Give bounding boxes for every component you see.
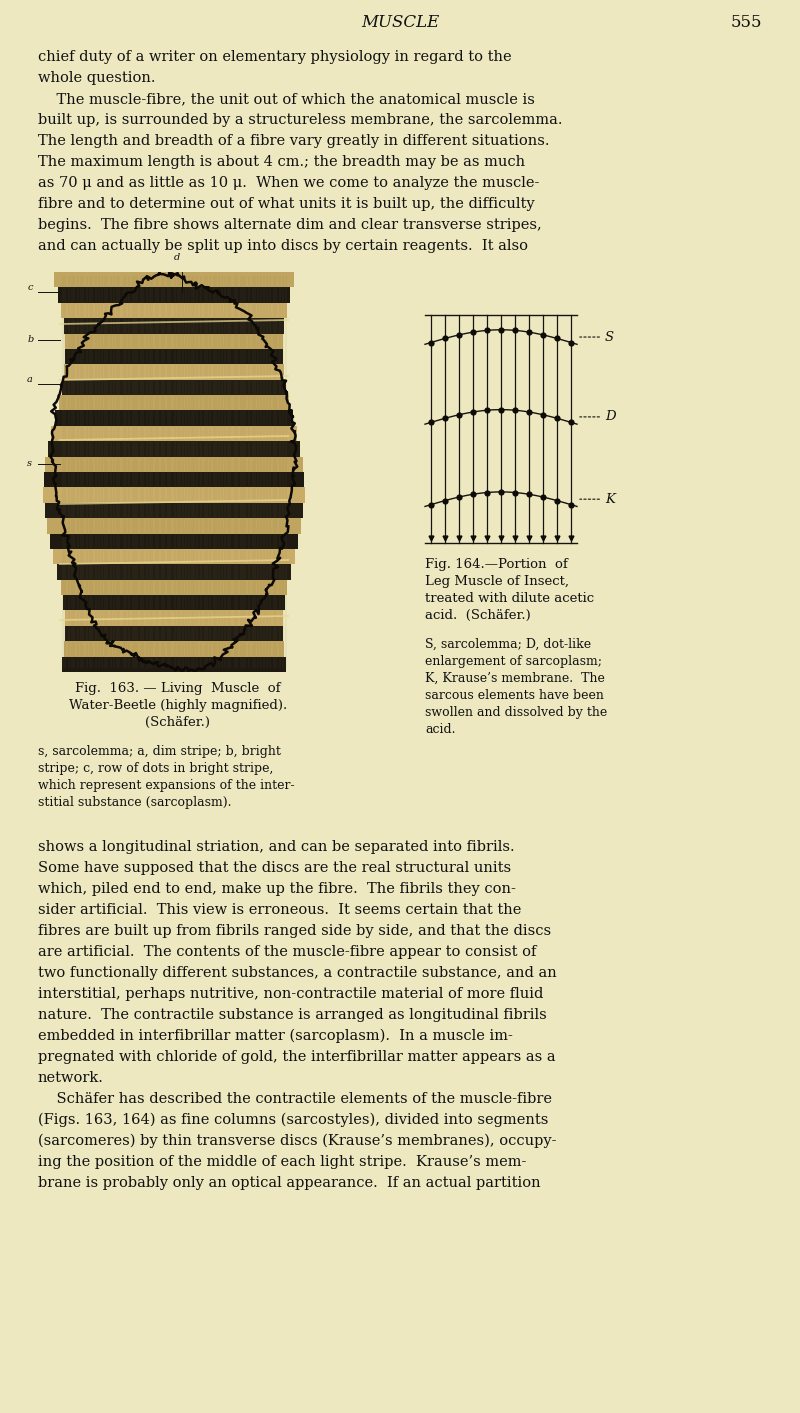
Text: Some have supposed that the discs are the real structural units: Some have supposed that the discs are th… (38, 861, 511, 875)
Text: sider artificial.  This view is erroneous.  It seems certain that the: sider artificial. This view is erroneous… (38, 903, 522, 917)
Bar (46, 519, 302, 534)
Text: and can actually be split up into discs by certain reagents.  It also: and can actually be split up into discs … (38, 239, 528, 253)
Bar (62, 380, 286, 396)
Text: treated with dilute acetic: treated with dilute acetic (425, 592, 594, 605)
Text: fibre and to determine out of what units it is built up, the difficulty: fibre and to determine out of what units… (38, 196, 534, 211)
Text: S: S (580, 331, 614, 343)
Text: Water-Beetle (highly magnified).: Water-Beetle (highly magnified). (69, 699, 287, 712)
Text: D: D (580, 410, 616, 424)
Text: S, sarcolemma; D, dot-like: S, sarcolemma; D, dot-like (425, 639, 591, 651)
Text: Fig. 164.—Portion  of: Fig. 164.—Portion of (425, 558, 568, 571)
Bar (63, 318, 285, 333)
Text: which, piled end to end, make up the fibre.  The fibrils they con-: which, piled end to end, make up the fib… (38, 882, 516, 896)
Bar (54, 271, 294, 287)
Bar (58, 287, 290, 302)
Bar (55, 410, 293, 425)
Text: enlargement of sarcoplasm;: enlargement of sarcoplasm; (425, 656, 602, 668)
Text: The muscle-fibre, the unit out of which the anatomical muscle is: The muscle-fibre, the unit out of which … (38, 92, 535, 106)
Text: built up, is surrounded by a structureless membrane, the sarcolemma.: built up, is surrounded by a structurele… (38, 113, 562, 127)
Bar (48, 441, 300, 456)
Text: interstitial, perhaps nutritive, non-contractile material of more fluid: interstitial, perhaps nutritive, non-con… (38, 988, 543, 1000)
Bar (57, 564, 291, 579)
Bar (58, 396, 290, 410)
Text: network.: network. (38, 1071, 104, 1085)
Text: The length and breadth of a fibre vary greatly in different situations.: The length and breadth of a fibre vary g… (38, 134, 550, 148)
Text: are artificial.  The contents of the muscle-fibre appear to consist of: are artificial. The contents of the musc… (38, 945, 536, 959)
Text: swollen and dissolved by the: swollen and dissolved by the (425, 706, 607, 719)
Text: acid.: acid. (425, 723, 455, 736)
Bar (65, 333, 283, 349)
Bar (50, 534, 298, 548)
Text: (sarcomeres) by thin transverse discs (Krause’s membranes), occupy-: (sarcomeres) by thin transverse discs (K… (38, 1135, 557, 1149)
Bar (65, 349, 283, 365)
Bar (64, 642, 284, 657)
Text: K, Krause’s membrane.  The: K, Krause’s membrane. The (425, 673, 605, 685)
Bar (51, 425, 297, 441)
Text: nature.  The contractile substance is arranged as longitudinal fibrils: nature. The contractile substance is arr… (38, 1007, 546, 1022)
Text: embedded in interfibrillar matter (sarcoplasm).  In a muscle im-: embedded in interfibrillar matter (sarco… (38, 1029, 513, 1043)
Text: 555: 555 (730, 14, 762, 31)
Bar (61, 579, 287, 595)
Bar (43, 487, 305, 503)
Text: c: c (27, 284, 33, 292)
Text: b: b (27, 335, 34, 345)
Bar (65, 610, 283, 626)
Bar (64, 365, 284, 380)
Bar (61, 302, 287, 318)
Text: d: d (174, 253, 180, 261)
Text: Fig.  163. — Living  Muscle  of: Fig. 163. — Living Muscle of (75, 682, 281, 695)
Bar (65, 626, 283, 642)
Text: s, sarcolemma; a, dim stripe; b, bright: s, sarcolemma; a, dim stripe; b, bright (38, 745, 281, 757)
Text: The maximum length is about 4 cm.; the breadth may be as much: The maximum length is about 4 cm.; the b… (38, 155, 525, 170)
Text: shows a longitudinal striation, and can be separated into fibrils.: shows a longitudinal striation, and can … (38, 839, 514, 853)
Text: Leg Muscle of Insect,: Leg Muscle of Insect, (425, 575, 569, 588)
Text: acid.  (Schäfer.): acid. (Schäfer.) (425, 609, 530, 622)
Text: stripe; c, row of dots in bright stripe,: stripe; c, row of dots in bright stripe, (38, 762, 274, 774)
Text: which represent expansions of the inter-: which represent expansions of the inter- (38, 779, 294, 793)
Text: chief duty of a writer on elementary physiology in regard to the: chief duty of a writer on elementary phy… (38, 49, 512, 64)
Text: (Schäfer.): (Schäfer.) (146, 716, 210, 729)
Text: begins.  The fibre shows alternate dim and clear transverse stripes,: begins. The fibre shows alternate dim an… (38, 218, 542, 232)
Text: fibres are built up from fibrils ranged side by side, and that the discs: fibres are built up from fibrils ranged … (38, 924, 551, 938)
Text: two functionally different substances, a contractile substance, and an: two functionally different substances, a… (38, 966, 557, 981)
Text: Schäfer has described the contractile elements of the muscle-fibre: Schäfer has described the contractile el… (38, 1092, 552, 1106)
Bar (45, 503, 303, 519)
Text: brane is probably only an optical appearance.  If an actual partition: brane is probably only an optical appear… (38, 1176, 541, 1190)
Text: sarcous elements have been: sarcous elements have been (425, 690, 604, 702)
Bar (62, 657, 286, 673)
Text: (Figs. 163, 164) as fine columns (sarcostyles), divided into segments: (Figs. 163, 164) as fine columns (sarcos… (38, 1113, 548, 1128)
Bar (54, 548, 294, 564)
Bar (44, 472, 304, 487)
Text: MUSCLE: MUSCLE (361, 14, 439, 31)
Text: stitial substance (sarcoplasm).: stitial substance (sarcoplasm). (38, 796, 231, 810)
Text: ing the position of the middle of each light stripe.  Krause’s mem-: ing the position of the middle of each l… (38, 1154, 526, 1169)
Text: as 70 μ and as little as 10 μ.  When we come to analyze the muscle-: as 70 μ and as little as 10 μ. When we c… (38, 177, 539, 189)
Bar (46, 456, 302, 472)
Text: s: s (27, 459, 32, 469)
Text: pregnated with chloride of gold, the interfibrillar matter appears as a: pregnated with chloride of gold, the int… (38, 1050, 556, 1064)
Text: K: K (580, 493, 615, 506)
Text: a: a (27, 376, 33, 384)
Text: whole question.: whole question. (38, 71, 155, 85)
Bar (63, 595, 285, 610)
